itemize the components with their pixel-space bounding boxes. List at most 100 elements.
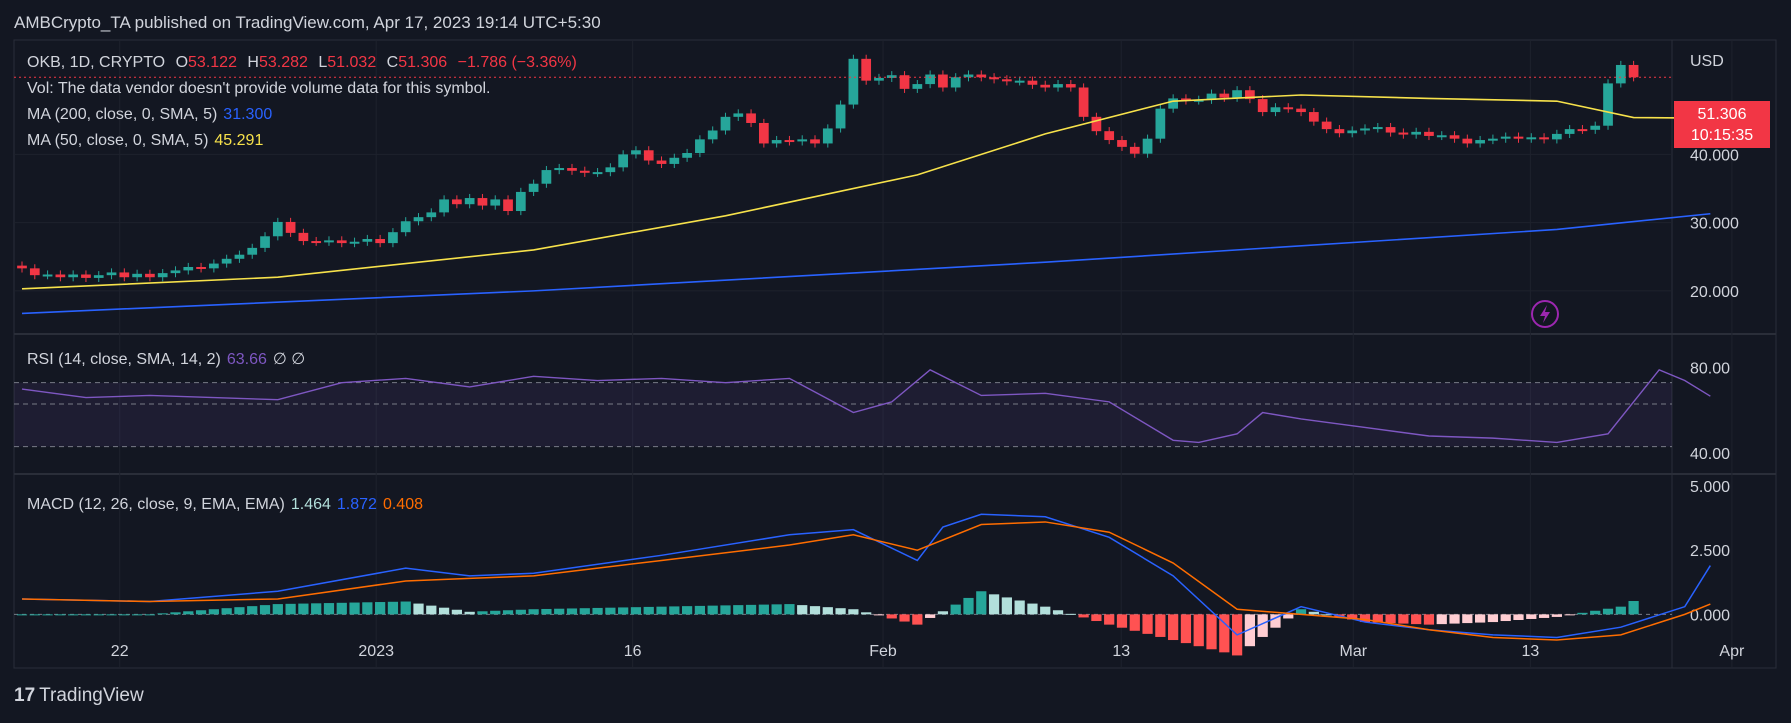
macd-histogram-bar [554, 608, 565, 615]
candle-body [886, 75, 897, 78]
macd-histogram-bar [592, 607, 603, 615]
macd-histogram-bar [733, 605, 744, 615]
candle-body [1308, 112, 1319, 122]
macd-histogram-bar [797, 605, 808, 615]
macd-histogram-bar [1257, 614, 1268, 637]
candle-body [579, 170, 590, 173]
candle-body [1475, 140, 1485, 144]
macd-histogram-bar [669, 606, 680, 615]
publisher-bar: AMBCrypto_TA published on TradingView.co… [0, 0, 1791, 44]
candle-body [822, 128, 833, 144]
candle-body [272, 221, 283, 237]
legend-volume: Vol: The data vendor doesn't provide vol… [27, 80, 496, 98]
tradingview-logo[interactable]: 17 TradingView [14, 685, 144, 707]
macd-histogram-bar [873, 614, 885, 616]
candle-body [1053, 84, 1063, 88]
macd-histogram-bar [899, 614, 910, 622]
macd-histogram-bar [1436, 614, 1447, 625]
macd-histogram-bar [707, 605, 718, 615]
candle-body [1526, 137, 1537, 140]
macd-line [21, 513, 1711, 639]
candle-body [1219, 93, 1230, 98]
macd-histogram-bar [1155, 614, 1166, 637]
candle-body [541, 170, 552, 184]
macd-histogram-bar [1628, 601, 1639, 615]
macd-histogram-bar [208, 609, 219, 615]
macd-histogram-bar [1116, 614, 1128, 628]
macd-histogram-bar [221, 608, 232, 615]
macd-histogram-bar [1385, 614, 1396, 624]
candle-body [1615, 64, 1626, 84]
candle-body [874, 77, 884, 81]
macd-histogram-bar [464, 611, 475, 615]
legend-rsi-label: RSI (14, close, SMA, 14, 2) [27, 351, 221, 368]
lightning-icon [1531, 300, 1559, 328]
macd-histogram-bar [963, 597, 974, 615]
legend-l-label: L [318, 54, 328, 71]
macd-histogram-bar [42, 614, 53, 616]
macd-histogram-bar [848, 609, 859, 615]
candle-body [1449, 135, 1460, 139]
candle-body [17, 265, 27, 269]
legend-macd[interactable]: MACD (12, 26, close, 9, EMA, EMA) 1.464 1.… [27, 496, 429, 514]
candle-body [1539, 137, 1549, 140]
candle-body [490, 199, 501, 206]
macd-histogram-bar [694, 605, 706, 615]
macd-histogram-bar [1078, 614, 1089, 618]
time-axis-label: 13 [1521, 643, 1539, 660]
macd-histogram-bar [912, 614, 923, 625]
candle-body [912, 84, 923, 89]
candle-body [477, 198, 488, 206]
legend-open: 53.122 [188, 54, 237, 71]
candle-body [1014, 80, 1025, 83]
ma200-line [21, 212, 1711, 315]
macd-histogram-bar [1270, 614, 1281, 628]
legend-ma200[interactable]: MA (200, close, 0, SMA, 5) 31.300 [27, 106, 278, 124]
candle-body [528, 183, 539, 192]
macd-histogram-bar [93, 614, 104, 616]
macd-histogram-bar [272, 604, 283, 615]
legend-ma50-value: 45.291 [214, 132, 264, 149]
legend-rsi[interactable]: RSI (14, close, SMA, 14, 2) 63.66 ∅ ∅ [27, 349, 311, 369]
legend-rsi-extra: ∅ ∅ [272, 351, 306, 368]
macd-histogram-bar [323, 603, 335, 615]
legend-symbol[interactable]: OKB, 1D, CRYPTO [27, 54, 166, 71]
legend-ma200-value: 31.300 [223, 106, 273, 123]
candle-body [1002, 79, 1012, 82]
macd-histogram-bar [1359, 614, 1371, 623]
candle-body [989, 77, 999, 80]
candle-body [1193, 99, 1204, 102]
candle-body [464, 198, 475, 205]
macd-histogram-bar [413, 603, 424, 615]
macd-histogram-bar [1168, 614, 1179, 641]
macd-histogram-bar [835, 608, 846, 615]
legend-ma50[interactable]: MA (50, close, 0, SMA, 5) 45.291 [27, 132, 269, 150]
candle-body [938, 74, 948, 88]
macd-histogram-bar [1590, 610, 1601, 615]
candle-body [1040, 84, 1051, 88]
macd-histogram-bar [925, 614, 936, 618]
macd-histogram-bar [1052, 610, 1064, 615]
macd-histogram-bar [1193, 614, 1204, 647]
legend-ma50-label: MA (50, close, 0, SMA, 5) [27, 132, 209, 149]
candle-body [1206, 93, 1217, 100]
legend-o-label: O [175, 54, 189, 71]
macd-histogram-bar [1615, 606, 1626, 615]
last-price-value: 51.306 [1697, 106, 1747, 123]
macd-histogram-bar [1321, 614, 1332, 616]
macd-histogram-bar [1244, 614, 1256, 647]
publisher-line: AMBCrypto_TA published on TradingView.co… [14, 13, 601, 32]
macd-histogram-bar [1564, 614, 1575, 616]
macd-histogram-bar [1475, 614, 1486, 623]
candle-body [132, 273, 142, 278]
candle-body [145, 273, 155, 278]
candle-body [400, 221, 411, 233]
macd-histogram-bar [1526, 614, 1537, 619]
candle-body [1181, 98, 1191, 101]
macd-histogram-bar [1014, 600, 1025, 615]
candle-body [605, 167, 616, 173]
candle-body [695, 139, 705, 154]
macd-histogram-bar [234, 607, 245, 615]
tradingview-logo-icon: 17 [14, 685, 36, 706]
